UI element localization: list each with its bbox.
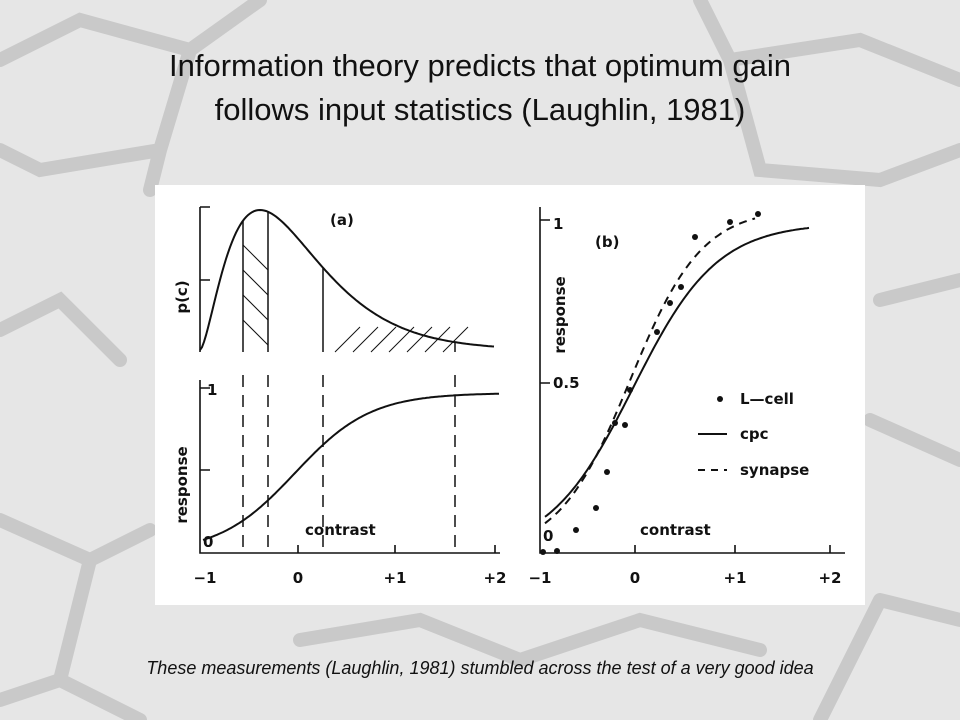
figure-stroke xyxy=(406,326,433,353)
figure-stroke xyxy=(627,387,633,393)
x-tick-label: 0 xyxy=(630,569,640,587)
figure-stroke xyxy=(242,294,269,321)
x-tick-label: +2 xyxy=(818,569,841,587)
figure-stroke xyxy=(554,548,560,554)
figure-stroke xyxy=(442,326,469,353)
figure-stroke xyxy=(202,392,500,541)
figure-stroke xyxy=(593,505,599,511)
figure-stroke xyxy=(604,469,610,475)
x-tick-label: +1 xyxy=(723,569,746,587)
y-tick-label: 1 xyxy=(553,215,563,233)
figure-stroke xyxy=(199,208,495,351)
y-tick-label: 0.5 xyxy=(553,374,580,392)
x-tick-label: −1 xyxy=(528,569,551,587)
figure: (a) p(c) response contrast 1 0 −1 0 +1 +… xyxy=(155,185,865,605)
y-tick-label: 0 xyxy=(543,527,553,545)
figure-stroke xyxy=(242,269,269,296)
y-label: response xyxy=(551,276,569,353)
figure-background xyxy=(155,185,865,605)
panel-label: (b) xyxy=(595,233,619,251)
curves xyxy=(199,208,810,555)
x-tick-label: −1 xyxy=(193,569,216,587)
x-label: contrast xyxy=(305,521,376,539)
legend-marker xyxy=(717,396,723,402)
figure-stroke xyxy=(654,329,660,335)
figure-stroke xyxy=(424,326,451,353)
legend-entry: synapse xyxy=(740,461,809,479)
figure-stroke xyxy=(540,549,546,555)
figure-stroke xyxy=(573,527,579,533)
title-line: Information theory predicts that optimum… xyxy=(168,48,792,83)
figure-stroke xyxy=(544,217,756,525)
figure-stroke xyxy=(622,422,628,428)
panel-label: (a) xyxy=(330,211,354,229)
caption: These measurements (Laughlin, 1981) stum… xyxy=(146,658,814,678)
figure-stroke xyxy=(388,326,415,353)
figure-stroke xyxy=(352,326,379,353)
y-tick-label: 0 xyxy=(203,533,213,551)
x-tick-label: +1 xyxy=(383,569,406,587)
axis xyxy=(199,380,500,554)
legend-entry: L—cell xyxy=(740,390,794,408)
y-label: p(c) xyxy=(173,280,191,313)
y-label: response xyxy=(173,446,191,523)
legend-entry: cpc xyxy=(740,425,769,443)
x-label: contrast xyxy=(640,521,711,539)
axis xyxy=(539,207,845,554)
figure-stroke xyxy=(334,326,361,353)
figure-stroke xyxy=(612,420,618,426)
figure-stroke xyxy=(678,284,684,290)
title-line: follows input statistics (Laughlin, 1981… xyxy=(214,92,746,127)
figure-stroke xyxy=(755,211,761,217)
figure-stroke xyxy=(242,319,269,346)
y-tick-label: 1 xyxy=(207,381,217,399)
figure-stroke xyxy=(242,244,269,271)
figure-stroke xyxy=(370,326,397,353)
figure-stroke xyxy=(667,300,673,306)
figure-stroke xyxy=(692,234,698,240)
x-tick-label: +2 xyxy=(483,569,506,587)
axis xyxy=(199,206,210,352)
x-tick-label: 0 xyxy=(293,569,303,587)
figure-stroke xyxy=(727,219,733,225)
